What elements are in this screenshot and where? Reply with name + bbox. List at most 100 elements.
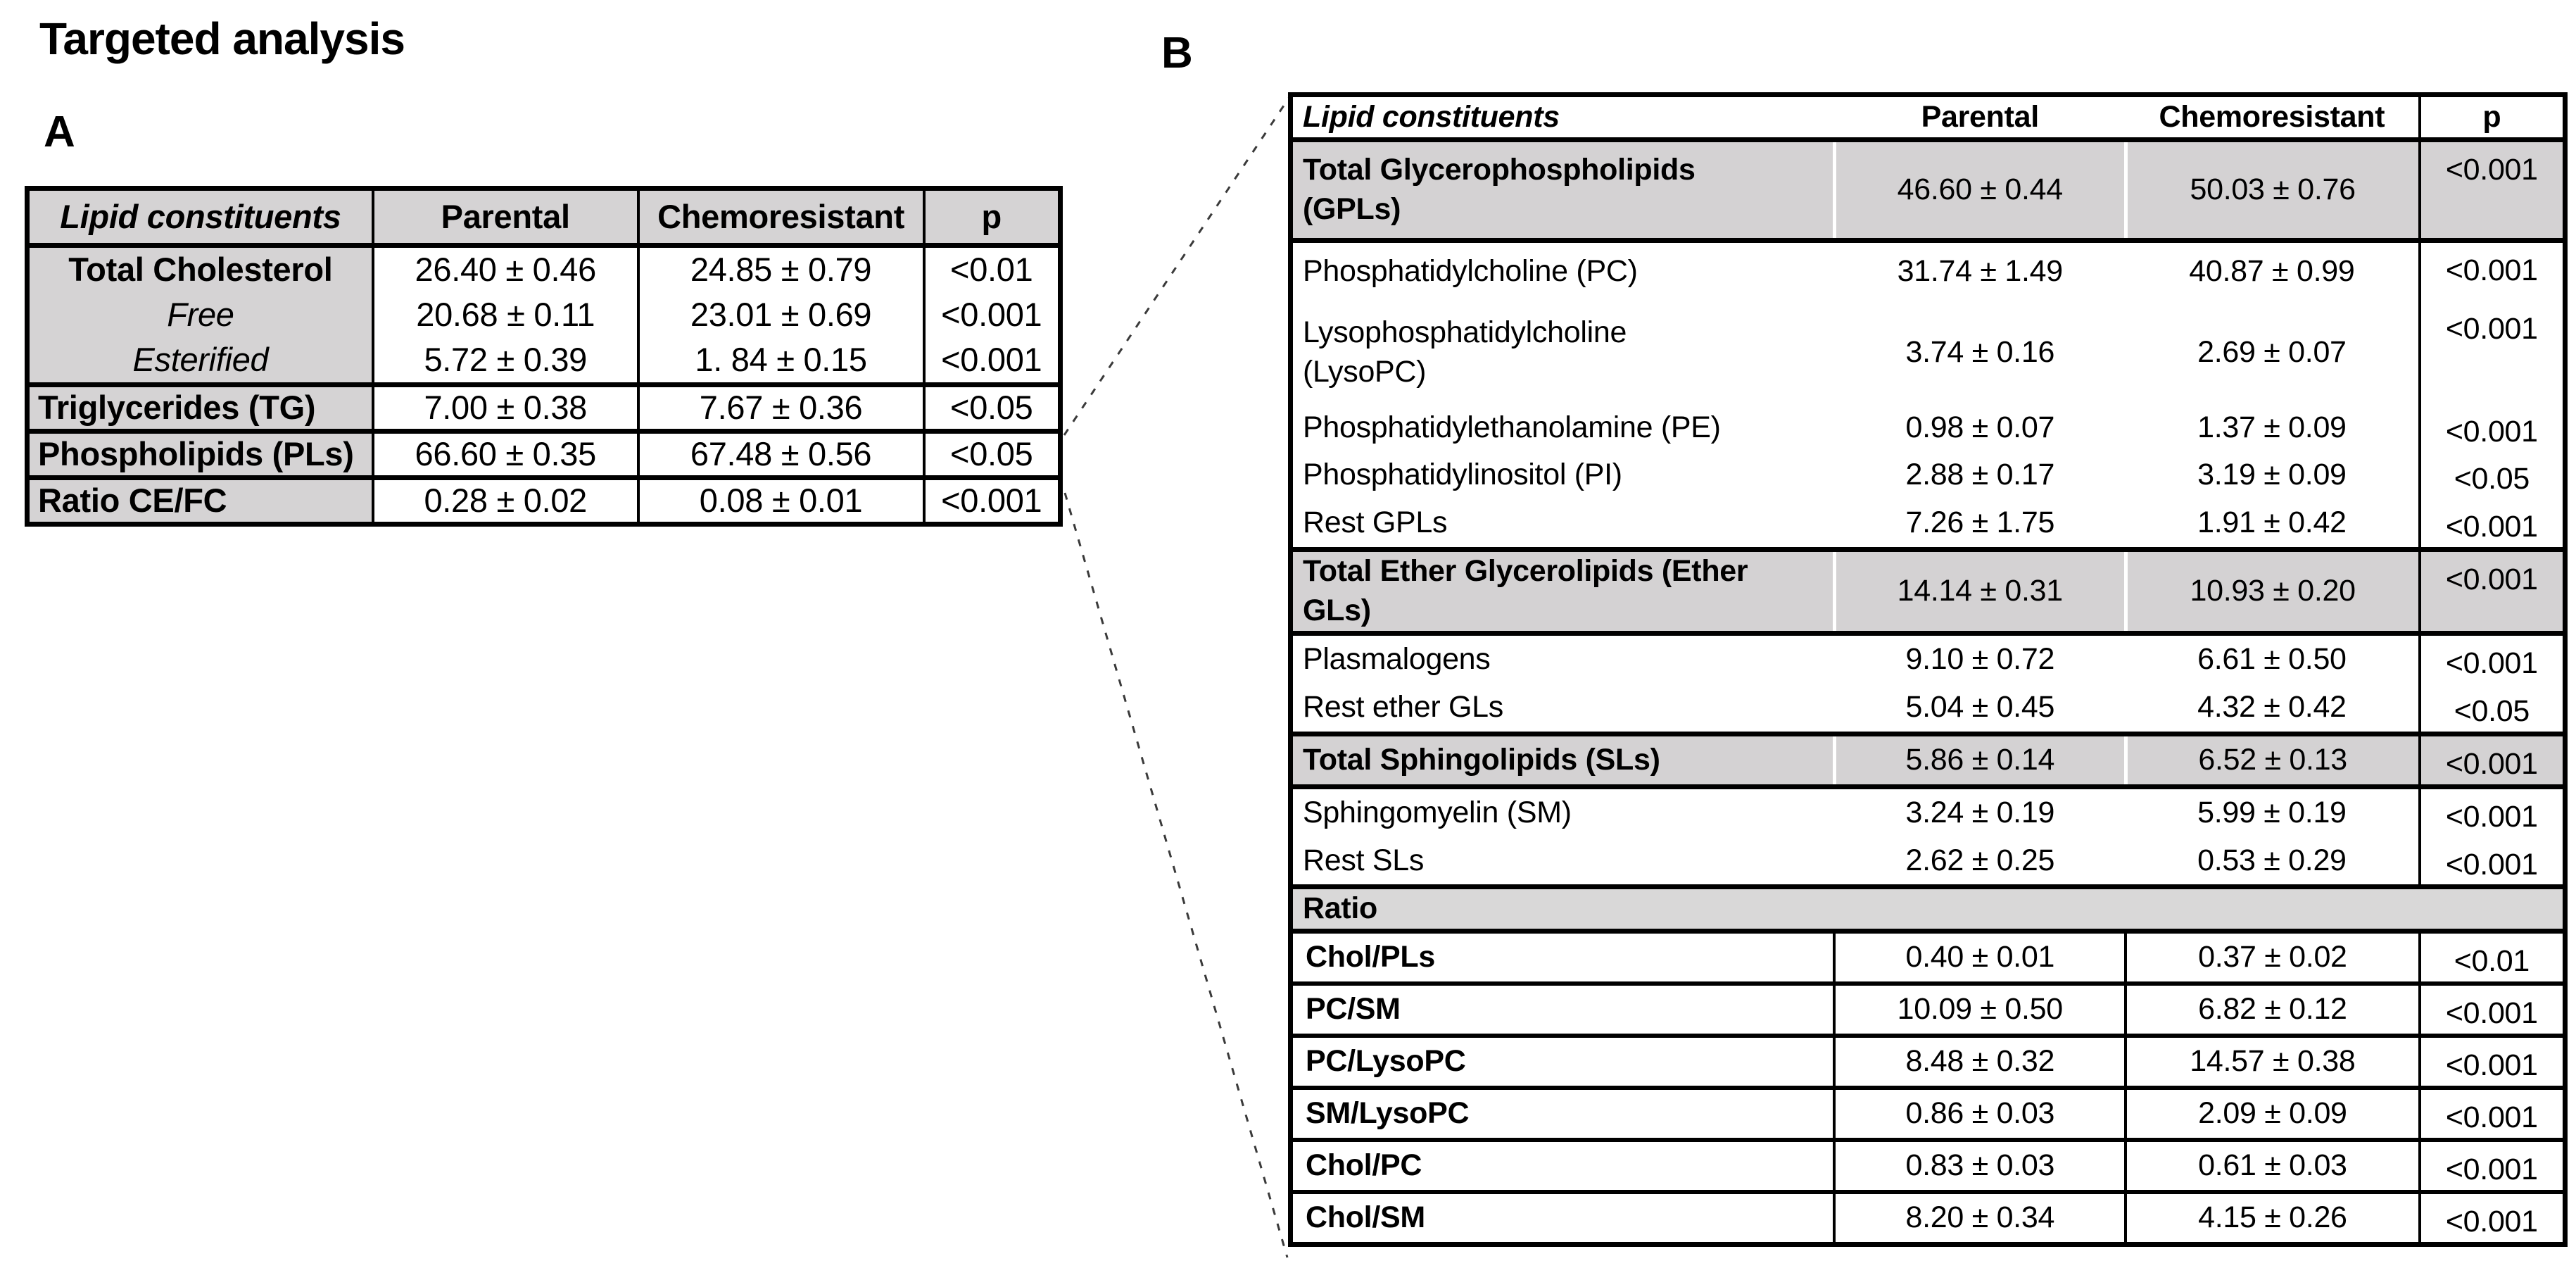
cell-p: <0.001 [2418,1087,2565,1142]
cell-label: Triglycerides (TG) [27,384,373,434]
cell-chemoresistant: 2.69 ± 0.07 [2197,334,2347,369]
cell-chemoresistant: 1. 84 ± 0.15 [636,338,924,387]
panel-a-table: Lipid constituents Parental Chemoresista… [25,186,1063,527]
cell-p: <0.05 [2418,683,2565,734]
cell-label: Chol/SM [1306,1200,1425,1234]
column-header-p: p [2418,94,2565,142]
table-row: Total Cholesterol 26.40 ± 0.46 24.85 ± 0… [27,245,1061,292]
table-section-row: Ratio [1290,884,2565,934]
column-header-chemoresistant: Chemoresistant [636,188,924,248]
cell-parental: 3.74 ± 0.16 [1905,334,2055,369]
cell-p: <0.001 [2418,301,2565,404]
cell-chemoresistant: 4.15 ± 0.26 [2124,1191,2420,1245]
cell-label: Sphingomyelin (SM) [1303,795,1572,829]
cell-chemoresistant: 6.82 ± 0.12 [2124,984,2420,1039]
section-header-ratio: Ratio [1290,884,2565,934]
cell-parental: 20.68 ± 0.11 [371,291,638,339]
cell-chemoresistant: 0.61 ± 0.03 [2124,1139,2420,1194]
cell-chemoresistant: 0.37 ± 0.02 [2124,931,2420,986]
cell-label: Free [27,291,373,339]
cell-parental: 5.86 ± 0.14 [1832,731,2126,789]
cell-p: <0.05 [922,384,1061,434]
cell-chemoresistant: 0.08 ± 0.01 [636,477,924,524]
cell-parental: 7.26 ± 1.75 [1905,506,2055,540]
cell-chemoresistant: 1.37 ± 0.09 [2197,410,2347,444]
cell-chemoresistant: 6.61 ± 0.50 [2197,641,2347,676]
cell-label: Chol/PLs [1290,931,1835,986]
cell-label: PC/SM [1290,984,1835,1039]
table-row: Phosphatidylcholine (PC) 31.74 ± 1.49 40… [1291,240,2565,301]
table-row: SM/LysoPC 0.86 ± 0.03 2.09 ± 0.09 <0.001 [1290,1087,2565,1142]
panel-b-table: Lipid constituents Parental Chemoresista… [1288,92,2568,1247]
cell-label: Esterified [27,338,373,387]
cell-label: Plasmalogens [1303,641,1491,676]
cell-p: <0.001 [2418,547,2565,636]
column-header-chemoresistant: Chemoresistant [2126,94,2420,142]
table-row: Plasmalogens 9.10 ± 0.72 6.61 ± 0.50 <0.… [1291,633,2565,684]
cell-label: Phosphatidylcholine (PC) [1303,254,1638,289]
cell-chemoresistant: 1.91 ± 0.42 [2197,506,2347,540]
connector-line-bottom [1063,492,1289,1258]
cell-p: <0.001 [2418,786,2565,837]
cell-chemoresistant: 14.57 ± 0.38 [2124,1036,2420,1090]
table-row: Triglycerides (TG) 7.00 ± 0.38 7.67 ± 0.… [27,384,1061,434]
cell-p: <0.001 [2418,1139,2565,1194]
cell-label: Total Cholesterol [27,245,373,292]
connector-line-top [1063,96,1291,436]
cell-p: <0.001 [2418,240,2565,301]
table-row: Rest SLs 2.62 ± 0.25 0.53 ± 0.29 <0.001 [1291,836,2565,887]
cell-label: Ratio CE/FC [27,477,373,524]
table-row: PC/SM 10.09 ± 0.50 6.82 ± 0.12 <0.001 [1290,984,2565,1039]
cell-parental: 5.04 ± 0.45 [1905,689,2055,724]
cell-label: Phosphatidylinositol (PI) [1303,458,1622,492]
cell-parental: 8.48 ± 0.32 [1833,1036,2126,1090]
table-header-row: Lipid constituents Parental Chemoresista… [1290,94,2565,142]
cell-p: <0.01 [2418,931,2565,986]
table-row: Phospholipids (PLs) 66.60 ± 0.35 67.48 ±… [27,431,1061,480]
cell-label: Total Sphingolipids (SLs) [1290,731,1835,789]
table-row: Chol/PC 0.83 ± 0.03 0.61 ± 0.03 <0.001 [1290,1139,2565,1194]
cell-p: <0.001 [2418,633,2565,684]
cell-chemoresistant: 10.93 ± 0.20 [2123,547,2420,636]
cell-parental: 0.28 ± 0.02 [371,477,638,524]
cell-chemoresistant: 2.09 ± 0.09 [2124,1087,2420,1142]
cell-parental: 5.72 ± 0.39 [371,338,638,387]
table-row: Chol/SM 8.20 ± 0.34 4.15 ± 0.26 <0.001 [1291,1191,2565,1245]
cell-parental: 2.88 ± 0.17 [1905,458,2055,492]
table-row: Rest GPLs 7.26 ± 1.75 1.91 ± 0.42 <0.001 [1291,499,2565,550]
cell-p: <0.05 [922,431,1061,480]
table-row: Chol/PLs 0.40 ± 0.01 0.37 ± 0.02 <0.01 [1290,931,2565,986]
figure-title: Targeted analysis [39,13,405,64]
cell-label: Rest SLs [1303,843,1425,877]
table-row: Rest ether GLs 5.04 ± 0.45 4.32 ± 0.42 <… [1291,683,2565,734]
column-header-lipid-constituents: Lipid constituents [27,188,373,248]
column-header-lipid-constituents: Lipid constituents [1290,94,1835,142]
cell-parental: 66.60 ± 0.35 [371,431,638,480]
cell-chemoresistant: 7.67 ± 0.36 [636,384,924,434]
cell-label: Total Ether Glycerolipids (Ether GLs) [1290,547,1835,636]
cell-parental: 14.14 ± 0.31 [1832,547,2126,636]
table-row: Esterified 5.72 ± 0.39 1. 84 ± 0.15 <0.0… [27,338,1061,387]
cell-p: <0.001 [2418,1036,2565,1090]
cell-p: <0.001 [2418,1191,2565,1245]
cell-parental: 9.10 ± 0.72 [1905,641,2055,676]
column-header-parental: Parental [1834,94,2126,142]
cell-parental: 46.60 ± 0.44 [1832,137,2126,243]
column-header-p: p [922,188,1061,248]
table-row: Ratio CE/FC 0.28 ± 0.02 0.08 ± 0.01 <0.0… [27,477,1061,524]
cell-chemoresistant: 24.85 ± 0.79 [636,245,924,292]
table-row: Phosphatidylinositol (PI) 2.88 ± 0.17 3.… [1291,451,2565,500]
cell-label: Chol/PC [1290,1139,1835,1194]
cell-parental: 8.20 ± 0.34 [1833,1191,2126,1245]
cell-parental: 0.98 ± 0.07 [1905,410,2055,444]
cell-parental: 7.00 ± 0.38 [371,384,638,434]
cell-parental: 0.40 ± 0.01 [1833,931,2126,986]
column-header-parental: Parental [371,188,638,248]
cell-p: <0.001 [2418,137,2565,243]
cell-chemoresistant: 3.19 ± 0.09 [2197,458,2347,492]
table-row: Total Glycerophospholipids (GPLs) 46.60 … [1290,137,2565,243]
cell-chemoresistant: 4.32 ± 0.42 [2197,689,2347,724]
cell-p: <0.001 [2418,499,2565,550]
table-row: Total Ether Glycerolipids (Ether GLs) 14… [1290,547,2565,636]
